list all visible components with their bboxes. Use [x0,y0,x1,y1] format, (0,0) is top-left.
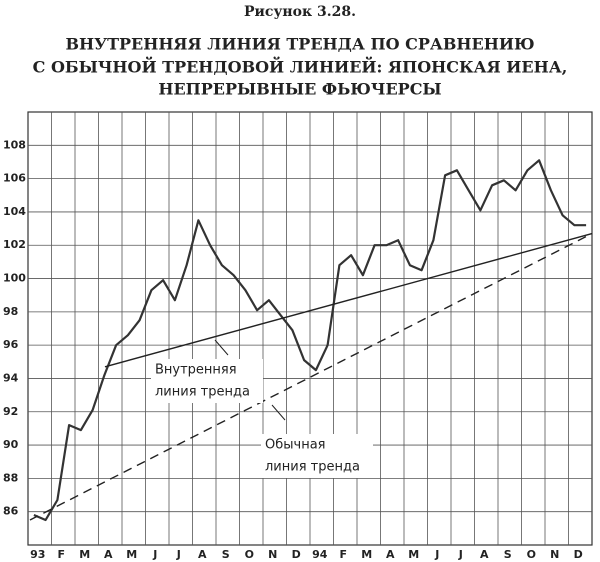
y-tick-label: 96 [3,338,19,351]
y-tick-label: 102 [3,238,26,251]
x-tick-label: M [79,548,90,561]
x-tick-label: N [550,548,559,561]
trend-line [29,232,593,521]
y-tick-label: 94 [3,371,19,384]
x-tick-label: A [386,548,395,561]
y-tick-label: 86 [3,505,19,518]
x-tick-label: A [198,548,207,561]
x-tick-label: J [176,548,181,561]
annotation-pointer [271,404,286,421]
x-tick-label: S [504,548,512,561]
y-tick-label: 100 [3,272,26,285]
x-tick-label: J [152,548,157,561]
annotation: Внутренняя [155,363,237,378]
y-tick-label: 104 [3,205,26,218]
y-tick-label: 108 [3,138,26,151]
annotation: линия тренда [265,460,360,475]
chart-title: С ОБЫЧНОЙ ТРЕНДОВОЙ ЛИНИЕЙ: ЯПОНСКАЯ ИЕН… [33,56,568,77]
trend-line [104,232,593,368]
x-tick-label: F [57,548,65,561]
y-tick-label: 98 [3,305,18,318]
x-tick-label: 94 [312,548,328,561]
annotation-pointer [214,339,229,356]
annotation-bg [151,359,263,403]
x-tick-label: J [458,548,463,561]
figure-label: Рисунок 3.28. [244,4,356,20]
x-tick-label: 93 [30,548,45,561]
x-tick-label: M [408,548,419,561]
price-line [33,159,587,522]
y-tick-label: 106 [3,172,26,185]
y-tick-label: 92 [3,405,18,418]
annotation: Обычная [265,438,325,453]
x-tick-label: A [104,548,113,561]
x-tick-label: M [361,548,372,561]
x-tick-label: A [480,548,489,561]
y-tick-label: 90 [3,438,19,451]
chart-title: НЕПРЕРЫВНЫЕ ФЬЮЧЕРСЫ [158,80,441,99]
x-tick-label: D [292,548,301,561]
x-tick-label: O [245,548,254,561]
chart-title: ВНУТРЕННЯЯ ЛИНИЯ ТРЕНДА ПО СРАВНЕНИЮ [65,35,534,54]
annotation: линия тренда [155,385,250,400]
x-tick-label: M [126,548,137,561]
x-tick-label: D [574,548,583,561]
x-tick-label: S [222,548,230,561]
y-tick-label: 88 [3,471,18,484]
annotation-bg [261,434,373,478]
x-tick-label: F [339,548,347,561]
x-tick-label: J [434,548,439,561]
x-tick-label: O [527,548,536,561]
x-tick-label: N [268,548,277,561]
